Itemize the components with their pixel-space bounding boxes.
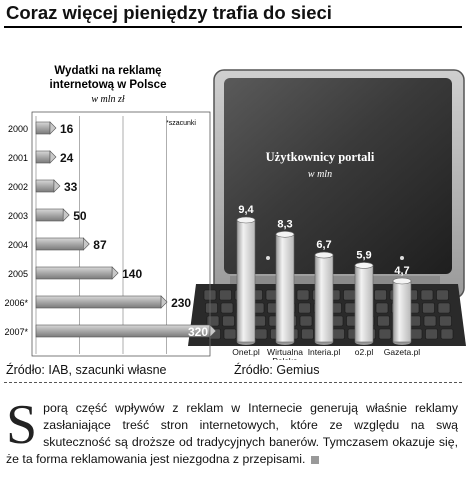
spending-bar-cap: [62, 208, 70, 222]
portal-users-unit: w mln: [308, 169, 332, 180]
figure: Wydatki na reklamę internetową w Polsce …: [4, 65, 466, 360]
spending-bar-cap: [49, 121, 57, 135]
spending-value-label: 230: [171, 296, 191, 310]
users-value-label: 5,9: [356, 249, 371, 261]
users-bar: [392, 280, 412, 343]
portal-name-label: Interia.pl: [308, 347, 341, 357]
portal-name-label: o2.pl: [355, 347, 374, 357]
year-label: 2003: [8, 211, 28, 221]
end-mark-icon: [311, 455, 320, 464]
source-left: Źródło: IAB, szacunki własne: [6, 363, 167, 377]
portal-name-label: Wirtualna: [267, 347, 303, 357]
year-label: 2001: [8, 153, 28, 163]
spending-bar: [35, 237, 84, 251]
portal-name-label: Polska: [272, 356, 298, 360]
spending-value-label: 33: [64, 180, 78, 194]
users-bar-top: [354, 262, 374, 269]
article-text: porą część wpływów z reklam w Internecie…: [6, 401, 458, 466]
drop-cap: S: [6, 394, 38, 456]
spending-bar: [35, 121, 51, 135]
page-title: Coraz więcej pieniędzy trafia do sieci: [6, 2, 332, 23]
portal-users-chart: Użytkownicy portali w mln 9,4 Onet.pl 8,3 W…: [232, 150, 420, 360]
spending-bar: [35, 150, 51, 164]
year-label: 2004: [8, 240, 28, 250]
spending-bar-cap: [160, 295, 168, 309]
ad-spending-title: Wydatki na reklamę: [54, 65, 161, 77]
dashed-divider: [4, 382, 462, 383]
users-bar: [275, 233, 295, 343]
ad-spending-chart: Wydatki na reklamę internetową w Polsce …: [4, 65, 217, 357]
users-bar-top: [275, 230, 295, 238]
ad-spending-unit: w mln zł: [91, 94, 125, 105]
users-value-label: 8,3: [277, 218, 292, 230]
users-value-label: 6,7: [316, 239, 331, 251]
spending-value-label: 50: [73, 209, 87, 223]
users-bar-top: [314, 251, 334, 259]
users-bar-top: [392, 277, 412, 285]
spending-bar-cap: [49, 150, 57, 164]
ad-spending-frame: [31, 111, 211, 357]
year-label: 2006*: [4, 298, 28, 308]
year-label: 2002: [8, 182, 28, 192]
spending-bar: [35, 179, 55, 193]
users-value-label: 9,4: [238, 204, 254, 216]
spending-bar: [35, 266, 113, 280]
estimate-note: *szacunki: [166, 120, 196, 127]
spending-bar: [35, 208, 64, 222]
portal-name-label: Gazeta.pl: [384, 347, 420, 357]
spending-bar-cap: [111, 266, 119, 280]
source-right: Źródło: Gemius: [234, 363, 320, 377]
spending-bar-cap: [83, 237, 90, 251]
spending-bar-cap: [53, 179, 61, 193]
spending-bar: [35, 295, 162, 309]
users-value-label: 4,7: [394, 265, 409, 277]
spending-bar-cap: [209, 324, 217, 338]
portal-users-title: Użytkownicy portali: [266, 150, 375, 164]
year-label: 2007*: [4, 327, 28, 337]
year-label: 2000: [8, 124, 28, 134]
portal-name-label: Onet.pl: [232, 347, 260, 357]
title-rule: [4, 26, 462, 28]
ad-spending-title: internetową w Polsce: [50, 79, 167, 91]
users-bar: [314, 254, 334, 343]
users-bar-top: [236, 216, 256, 224]
spending-value-label: 24: [60, 151, 74, 165]
ad-spending-grid: [35, 116, 211, 354]
spending-bar: [35, 324, 211, 338]
users-bar: [236, 219, 256, 343]
spending-value-label: 320: [188, 325, 208, 339]
year-label: 2005: [8, 269, 28, 279]
spending-value-label: 16: [60, 122, 74, 136]
spending-value-label: 87: [93, 238, 107, 252]
spending-value-label: 140: [122, 267, 142, 281]
users-bar: [354, 265, 374, 343]
